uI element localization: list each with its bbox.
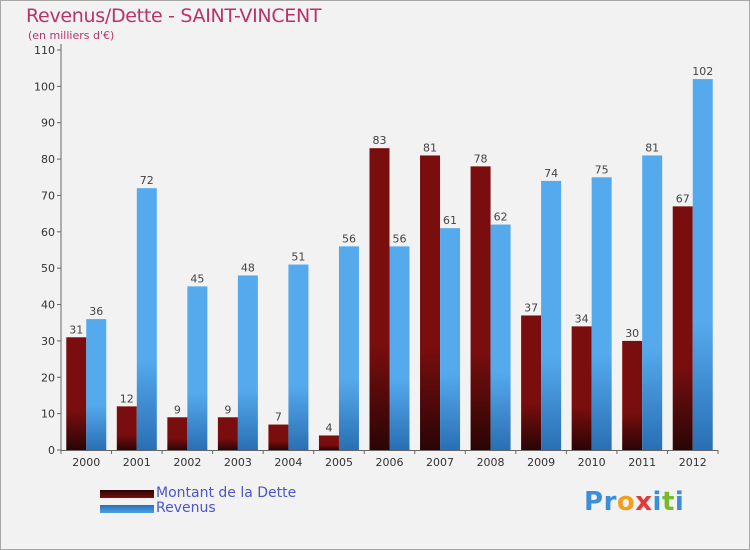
y-tick-label: 60 [41, 226, 55, 239]
x-tick-label: 2012 [679, 456, 707, 469]
logo-letter: i [652, 487, 662, 517]
logo-letter: t [661, 487, 675, 517]
bar-revenue-2010 [591, 177, 612, 451]
x-tick-label: 2008 [477, 456, 505, 469]
x-tick-label: 2011 [628, 456, 656, 469]
data-label-revenue: 56 [342, 232, 356, 245]
bar-revenue-2002 [187, 286, 208, 450]
data-label-revenue: 72 [140, 174, 154, 187]
data-label-revenue: 48 [241, 261, 255, 274]
data-label-revenue: 56 [393, 232, 407, 245]
data-label-revenue: 74 [544, 167, 558, 180]
chart-title: Revenus/Dette - SAINT-VINCENT [26, 5, 322, 27]
bar-revenue-2001 [136, 188, 157, 450]
legend-swatch-revenue [100, 504, 154, 513]
legend-label-debt: Montant de la Dette [156, 485, 297, 501]
x-tick-label: 2009 [527, 456, 555, 469]
logo-letter: o [616, 487, 636, 517]
data-label-revenue: 102 [692, 65, 713, 78]
proxiti-logo: Proxiti [584, 487, 684, 517]
data-label-revenue: 51 [291, 251, 305, 264]
y-tick-label: 80 [41, 153, 55, 166]
data-label-revenue: 75 [595, 163, 609, 176]
bar-revenue-2007 [440, 228, 461, 450]
y-tick-label: 100 [34, 80, 55, 93]
logo-letter: x [635, 487, 653, 517]
data-label-debt: 9 [174, 403, 181, 416]
bar-revenue-2006 [389, 246, 410, 450]
bar-debt-2010 [571, 326, 592, 450]
chart-subtitle: (en milliers d'€) [28, 29, 115, 42]
bar-debt-2003 [217, 417, 238, 450]
y-tick-label: 50 [41, 262, 55, 275]
legend: Montant de la Dette Revenus [100, 486, 296, 516]
bar-debt-2000 [66, 337, 87, 450]
bar-revenue-2012 [692, 79, 713, 450]
bar-revenue-2011 [642, 155, 663, 451]
bar-revenue-2008 [490, 224, 511, 450]
x-tick-label: 2010 [578, 456, 606, 469]
bar-debt-2002 [167, 417, 188, 450]
bar-debt-2005 [318, 435, 339, 450]
logo-letter: i [674, 487, 685, 517]
data-label-revenue: 36 [89, 305, 103, 318]
x-tick-label: 2006 [376, 456, 404, 469]
data-label-debt: 34 [575, 312, 589, 325]
legend-label-revenue: Revenus [156, 500, 216, 516]
data-label-debt: 9 [224, 403, 231, 416]
data-label-revenue: 45 [190, 272, 204, 285]
data-label-debt: 37 [524, 301, 538, 314]
logo-letter: r [603, 487, 617, 517]
data-label-debt: 30 [625, 327, 639, 340]
data-label-debt: 31 [69, 323, 83, 336]
bar-debt-2012 [672, 206, 693, 450]
data-label-debt: 67 [676, 192, 690, 205]
data-label-revenue: 61 [443, 214, 457, 227]
bar-debt-2008 [470, 166, 491, 450]
logo-letter: P [584, 487, 604, 517]
y-tick-label: 70 [41, 189, 55, 202]
x-tick-label: 2007 [426, 456, 454, 469]
bar-revenue-2004 [288, 264, 309, 450]
data-label-revenue: 81 [645, 141, 659, 154]
y-tick-label: 90 [41, 117, 55, 130]
data-label-debt: 83 [373, 134, 387, 147]
data-label-revenue: 62 [494, 211, 508, 224]
legend-swatch-debt [100, 489, 154, 498]
x-tick-label: 2002 [173, 456, 201, 469]
bar-debt-2004 [268, 424, 289, 450]
bar-debt-2009 [521, 315, 542, 450]
x-tick-label: 2005 [325, 456, 353, 469]
y-tick-label: 0 [48, 444, 55, 457]
x-tick-label: 2003 [224, 456, 252, 469]
data-label-debt: 4 [325, 421, 332, 434]
y-tick-label: 30 [41, 335, 55, 348]
data-label-debt: 81 [423, 141, 437, 154]
legend-item-revenue: Revenus [100, 501, 296, 516]
data-label-debt: 12 [120, 392, 134, 405]
bar-revenue-2000 [86, 319, 107, 450]
x-tick-label: 2004 [274, 456, 302, 469]
bar-debt-2007 [420, 155, 441, 451]
bar-revenue-2005 [338, 246, 359, 450]
y-tick-label: 110 [34, 44, 55, 57]
y-tick-label: 20 [41, 371, 55, 384]
data-label-debt: 7 [275, 411, 282, 424]
x-tick-label: 2001 [123, 456, 151, 469]
y-tick-label: 40 [41, 299, 55, 312]
bar-debt-2001 [116, 406, 137, 450]
bar-debt-2006 [369, 148, 390, 450]
bar-revenue-2009 [541, 180, 562, 450]
legend-item-debt: Montant de la Dette [100, 486, 296, 501]
x-tick-label: 2000 [72, 456, 100, 469]
bar-debt-2011 [622, 340, 643, 450]
y-tick-label: 10 [41, 408, 55, 421]
bar-revenue-2003 [237, 275, 258, 450]
data-label-debt: 78 [474, 152, 488, 165]
